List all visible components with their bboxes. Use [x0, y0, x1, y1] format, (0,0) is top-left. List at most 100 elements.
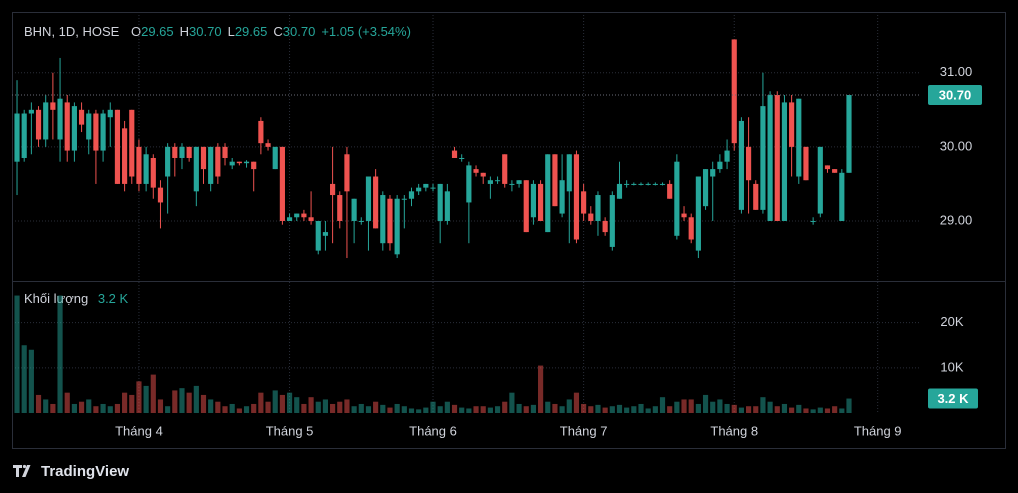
- candle-body: [774, 94, 780, 221]
- candle-body: [781, 102, 788, 221]
- candle-body: [602, 220, 608, 233]
- candle-body: [337, 195, 343, 221]
- candle-body: [724, 150, 730, 162]
- volume-bar: [322, 399, 329, 413]
- candle-body: [107, 109, 113, 118]
- volume-tick-label: 10K: [940, 359, 963, 374]
- candle-body: [172, 146, 178, 158]
- volume-bar: [150, 374, 156, 413]
- volume-bar: [602, 407, 608, 413]
- volume-bar: [423, 407, 429, 413]
- volume-bar: [502, 401, 508, 413]
- volume-bar: [437, 406, 443, 413]
- candle-body: [365, 176, 372, 221]
- candle-body: [717, 161, 723, 170]
- candle-body: [129, 109, 135, 177]
- candle-body: [14, 113, 20, 162]
- candle-body: [71, 106, 77, 151]
- candle-body: [595, 195, 601, 221]
- volume-bar: [57, 295, 63, 413]
- volume-bar: [746, 406, 752, 413]
- candle-body: [487, 180, 493, 184]
- volume-bar: [258, 392, 264, 413]
- volume-bar: [538, 365, 544, 413]
- volume-bar: [473, 406, 479, 413]
- candle-body: [451, 150, 458, 158]
- candle-body: [803, 146, 809, 181]
- candle-body: [150, 157, 156, 188]
- last-price-label: 30.70: [939, 87, 972, 102]
- legend-change: +1.05 (+3.54%): [321, 24, 411, 39]
- volume-bar: [64, 392, 70, 413]
- volume-bar: [157, 399, 164, 413]
- volume-bar: [86, 399, 92, 413]
- volume-bar: [516, 403, 522, 413]
- candle-body: [731, 39, 737, 144]
- y-tick-label: 29.00: [940, 212, 973, 227]
- candle-body: [631, 183, 637, 185]
- volume-bar: [796, 404, 802, 413]
- candle-body: [351, 198, 357, 221]
- legend-value: 29.65: [141, 24, 174, 39]
- candle-body: [509, 183, 515, 185]
- volume-bar: [702, 394, 709, 413]
- candle-body: [473, 169, 479, 173]
- volume-bar: [373, 401, 379, 413]
- volume-bar: [172, 390, 178, 413]
- volume-value: 3.2 K: [98, 291, 129, 306]
- candle-body: [552, 154, 558, 207]
- candle-body: [624, 183, 630, 185]
- volume-bar: [688, 399, 694, 413]
- volume-bar: [609, 406, 615, 413]
- volume-bar: [365, 406, 372, 413]
- candle-body: [229, 161, 235, 166]
- candle-body: [616, 183, 623, 199]
- volume-bar: [581, 403, 587, 413]
- candle-body: [208, 146, 214, 184]
- volume-bar: [35, 394, 42, 413]
- candle-body: [265, 143, 271, 147]
- volume-bar: [251, 403, 257, 413]
- candle-body: [796, 98, 802, 177]
- candle-body: [286, 217, 293, 221]
- last-volume-box: [928, 388, 978, 409]
- volume-bar: [265, 401, 271, 413]
- candle-body: [21, 113, 27, 158]
- candle-body: [236, 161, 242, 164]
- candle-body: [165, 146, 171, 177]
- candle-body: [322, 232, 329, 236]
- volume-bar: [200, 394, 207, 413]
- candle-body: [272, 146, 278, 170]
- candle-body: [301, 213, 307, 218]
- legend: BHN, 1D, HOSE O29.65 H30.70 L29.65 C30.70 +1…: [24, 24, 411, 39]
- volume-bar: [43, 399, 49, 413]
- candle-body: [143, 154, 149, 184]
- candle-body: [243, 161, 250, 164]
- volume-bar: [638, 403, 644, 413]
- volume-bar: [631, 406, 637, 413]
- candle-body: [573, 154, 580, 240]
- volume-bar: [588, 406, 594, 413]
- y-tick-label: 31.00: [940, 64, 973, 79]
- volume-bar: [753, 406, 759, 413]
- candle-body: [516, 180, 522, 184]
- volume-bar: [215, 401, 221, 413]
- volume-bar: [78, 401, 85, 413]
- candle-body: [430, 187, 436, 189]
- volume-bar: [222, 406, 228, 413]
- legend-symbol: BHN, 1D, HOSE: [24, 24, 120, 39]
- x-tick-label: Tháng 6: [409, 423, 457, 438]
- x-tick-label: Tháng 4: [115, 423, 163, 438]
- candle-body: [695, 176, 701, 251]
- candle-body: [93, 113, 99, 151]
- candle-body: [638, 183, 644, 185]
- volume-bar: [459, 407, 465, 413]
- last-volume-label: 3.2 K: [937, 391, 969, 406]
- volume-bar: [681, 399, 687, 413]
- volume-bar: [186, 392, 192, 413]
- candle-body: [645, 183, 651, 185]
- candle-body: [43, 102, 49, 140]
- volume-bar: [179, 388, 185, 413]
- volume-bar: [595, 404, 601, 413]
- candle-body: [279, 146, 285, 221]
